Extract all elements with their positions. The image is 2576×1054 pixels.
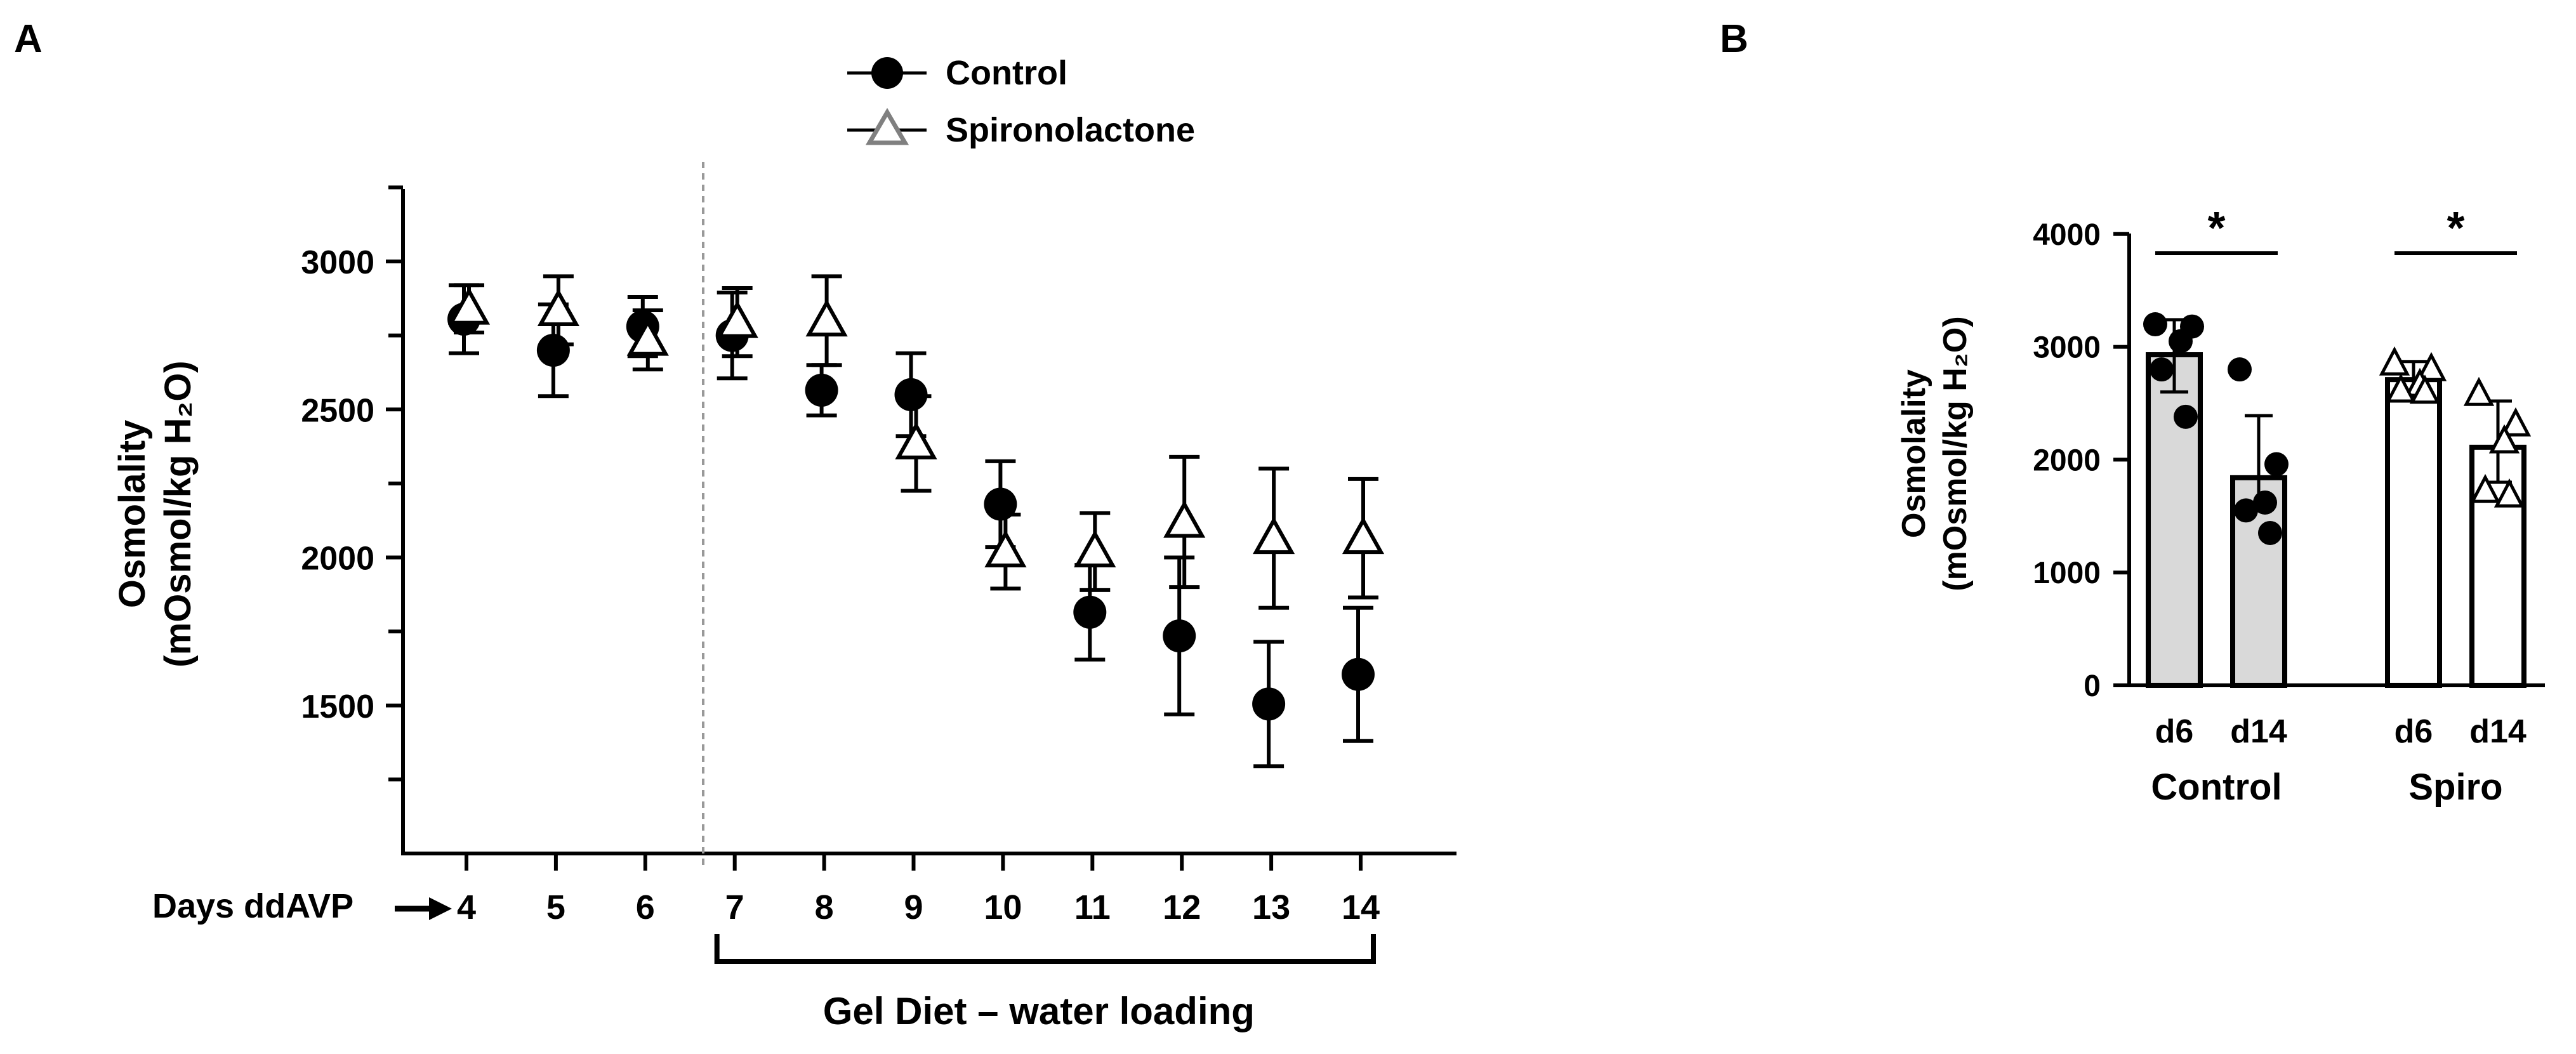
b-x-labels: d6 d14 d6 d14 Control Spiro: [2151, 713, 2526, 808]
a-x-ticks: 4 5 6 7 8 9 10 11 12 13 14: [457, 853, 1380, 926]
legend-spironolactone-marker: [847, 108, 927, 145]
a-x-tick-label: 7: [725, 888, 744, 926]
a-x-tick-label: 4: [457, 888, 476, 926]
a-x-tick-label: 5: [546, 888, 565, 926]
b-y-tick-label: 1000: [2033, 557, 2101, 590]
b-point-control: [2143, 312, 2167, 337]
a-point-spironolactone: [447, 287, 491, 325]
b-point-spiro: [2409, 374, 2441, 404]
a-y-tick-label: 1500: [301, 688, 374, 725]
panel-a-label: A: [14, 17, 43, 61]
b-point-spiro: [2469, 473, 2501, 503]
b-y-tick-label: 3000: [2033, 331, 2101, 365]
a-point-spironolactone: [895, 421, 937, 459]
b-point-control: [2264, 452, 2289, 477]
b-data-points: [2143, 312, 2532, 545]
b-point-spiro: [2379, 346, 2410, 376]
a-point-spironolactone: [1074, 530, 1116, 568]
b-y-label-line2: (mOsmol/kg H₂O): [1937, 316, 1974, 591]
a-point-spironolactone: [1252, 517, 1295, 555]
b-point-control: [2150, 357, 2174, 382]
a-point-control: [805, 373, 838, 407]
b-group-label: Spiro: [2408, 767, 2502, 808]
a-y-tick-label: 3000: [301, 244, 374, 281]
a-point-control: [894, 378, 928, 411]
panel-a-chart: Osmolality (mOsmol/kg H₂O) 1500 2000 2500 3…: [112, 54, 1456, 1032]
a-bracket-line: [714, 934, 1376, 964]
a-x-tick-label: 11: [1074, 888, 1111, 926]
a-point-spironolactone: [984, 530, 1027, 568]
b-x-tick-label: d6: [2394, 713, 2433, 750]
b-point-control: [2174, 404, 2198, 429]
b-y-tick-label: 0: [2084, 669, 2101, 703]
b-significance-star: *: [2447, 203, 2464, 254]
b-y-tick-label: 4000: [2033, 218, 2101, 252]
b-point-control: [2169, 329, 2193, 353]
b-point-control: [2253, 490, 2277, 515]
a-point-spironolactone: [626, 318, 669, 356]
b-x-tick-label: d14: [2469, 713, 2526, 750]
b-point-spiro: [2415, 352, 2447, 381]
b-point-control: [2228, 357, 2252, 382]
b-bar: [2385, 377, 2442, 688]
b-significance-star: *: [2207, 203, 2225, 254]
a-point-spironolactone: [1163, 500, 1206, 538]
arrow-right-icon: [395, 897, 452, 920]
a-error-bars: [449, 274, 1378, 768]
a-x-label: Days ddAVP: [152, 887, 353, 925]
b-point-spiro: [2493, 478, 2525, 508]
a-point-spironolactone: [716, 300, 758, 338]
a-x-tick-label: 8: [815, 888, 834, 926]
legend-control-marker: [847, 57, 927, 89]
b-point-spiro: [2500, 407, 2532, 437]
a-bracket: [714, 934, 1376, 964]
b-significance: * *: [2155, 203, 2517, 256]
legend-spironolactone-label: Spironolactone: [946, 111, 1195, 149]
a-point-control: [1342, 657, 1375, 691]
b-bar: [2146, 352, 2203, 688]
a-y-tick-label: 2500: [301, 392, 374, 429]
a-point-control: [1073, 595, 1107, 629]
b-point-spiro: [2463, 376, 2495, 406]
legend-control-label: Control: [946, 54, 1067, 92]
panel-b-chart: Osmolality (mOsmol/kg H₂O) 0 1000 2000 3000…: [1896, 203, 2545, 808]
b-point-control: [2258, 520, 2282, 545]
a-x-tick-label: 9: [904, 888, 923, 926]
a-y-tick-label: 2000: [301, 541, 374, 577]
a-y-ticks: 1500 2000 2500 3000: [301, 185, 403, 782]
a-x-tick-label: 12: [1163, 888, 1201, 926]
b-error-bars: [2160, 318, 2512, 509]
panel-b-label: B: [1720, 17, 1748, 61]
b-point-control: [2234, 498, 2258, 523]
a-legend: Control Spironolactone: [847, 54, 1195, 149]
b-y-ticks: 0 1000 2000 3000 4000: [2033, 218, 2129, 703]
a-point-spironolactone: [537, 288, 580, 326]
a-x-tick-label: 10: [984, 888, 1022, 926]
b-point-spiro: [2385, 373, 2417, 403]
b-x-tick-label: d14: [2230, 713, 2287, 750]
a-data-points: [447, 287, 1385, 721]
b-y-tick-label: 2000: [2033, 444, 2101, 477]
a-y-label-line1: Osmolality: [112, 420, 153, 609]
a-y-label-line2: (mOsmol/kg H₂O): [157, 360, 199, 667]
b-y-label-line1: Osmolality: [1896, 369, 1932, 538]
a-point-control: [1163, 619, 1196, 653]
a-point-spironolactone: [805, 299, 848, 337]
a-x-tick-label: 14: [1342, 888, 1380, 926]
b-point-spiro: [2488, 424, 2520, 454]
a-x-tick-label: 6: [636, 888, 655, 926]
a-point-spironolactone: [1342, 517, 1385, 555]
a-x-tick-label: 13: [1252, 888, 1290, 926]
a-bracket-label: Gel Diet – water loading: [823, 990, 1255, 1032]
b-x-tick-label: d6: [2155, 713, 2194, 750]
a-point-control: [1252, 687, 1286, 721]
a-point-control: [536, 333, 570, 367]
b-group-label: Control: [2151, 767, 2282, 808]
a-point-control: [984, 487, 1017, 521]
